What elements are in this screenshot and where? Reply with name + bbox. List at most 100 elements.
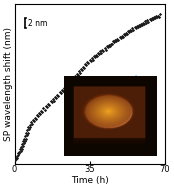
Point: [158, 15, 161, 18]
Point: [151, 18, 154, 21]
Point: [89, 59, 92, 62]
Point: [24, 135, 27, 138]
Point: [52, 98, 54, 101]
Point: [95, 54, 97, 57]
Point: [16, 152, 19, 155]
Point: [109, 44, 111, 47]
Point: [98, 53, 101, 56]
Text: 2 nm: 2 nm: [28, 19, 47, 28]
Point: [129, 28, 132, 31]
Point: [113, 41, 116, 44]
Point: [53, 99, 56, 102]
Point: [145, 21, 148, 24]
Point: [39, 113, 42, 116]
Point: [70, 81, 73, 84]
Point: [44, 105, 47, 108]
Point: [76, 73, 79, 76]
Point: [43, 108, 46, 111]
Point: [55, 96, 58, 99]
Point: [27, 132, 29, 135]
Point: [82, 65, 85, 68]
Point: [73, 74, 76, 77]
Point: [91, 58, 94, 61]
X-axis label: Time (h): Time (h): [71, 176, 108, 185]
Point: [72, 78, 75, 81]
Point: [21, 143, 23, 146]
Point: [115, 40, 118, 43]
Point: [125, 31, 127, 34]
Point: [30, 122, 33, 125]
Point: [22, 139, 25, 142]
Point: [71, 77, 74, 80]
Point: [122, 33, 125, 36]
Point: [130, 29, 133, 33]
Point: [119, 36, 122, 39]
Point: [38, 112, 41, 115]
Point: [61, 90, 64, 93]
Point: [156, 16, 158, 19]
Point: [152, 16, 155, 19]
Point: [77, 70, 80, 73]
Point: [117, 38, 120, 41]
Point: [22, 142, 25, 145]
Point: [103, 47, 106, 50]
Point: [17, 150, 20, 153]
Point: [127, 29, 129, 33]
Point: [132, 28, 135, 31]
Point: [118, 35, 121, 38]
Point: [40, 109, 43, 112]
Point: [25, 132, 28, 135]
Point: [116, 37, 119, 40]
Point: [102, 49, 105, 52]
Point: [26, 134, 28, 137]
Point: [31, 119, 34, 122]
Point: [29, 125, 32, 129]
Point: [58, 91, 61, 94]
Point: [18, 147, 21, 150]
Point: [148, 18, 151, 21]
Point: [83, 67, 86, 70]
Point: [114, 39, 117, 42]
Point: [92, 55, 95, 58]
Point: [51, 101, 53, 104]
Text: glass: glass: [129, 75, 153, 96]
Point: [155, 14, 157, 17]
Point: [128, 30, 130, 33]
Point: [150, 17, 153, 20]
Point: [120, 34, 123, 37]
Point: [143, 22, 146, 25]
Point: [121, 35, 124, 38]
Point: [110, 42, 112, 45]
Point: [75, 72, 78, 75]
Point: [78, 71, 81, 74]
Point: [68, 82, 71, 85]
Point: [100, 51, 103, 54]
Point: [16, 156, 19, 159]
Point: [90, 57, 93, 60]
Point: [134, 27, 137, 30]
Point: [137, 23, 140, 26]
Point: [135, 24, 138, 27]
Point: [14, 159, 17, 162]
Point: [65, 84, 67, 87]
Point: [20, 145, 22, 148]
Point: [112, 40, 114, 43]
Point: [41, 110, 44, 113]
Point: [131, 27, 134, 30]
Point: [17, 153, 20, 156]
Point: [157, 14, 160, 17]
Point: [59, 92, 62, 95]
Point: [107, 43, 110, 46]
Point: [153, 17, 156, 20]
Point: [81, 68, 83, 71]
Point: [25, 137, 27, 140]
Point: [20, 148, 23, 151]
Point: [48, 104, 50, 107]
Point: [45, 105, 48, 108]
Point: [141, 23, 143, 26]
Point: [86, 61, 89, 64]
Point: [15, 158, 18, 161]
Point: [101, 48, 104, 51]
Point: [60, 88, 63, 91]
Point: [139, 25, 141, 28]
